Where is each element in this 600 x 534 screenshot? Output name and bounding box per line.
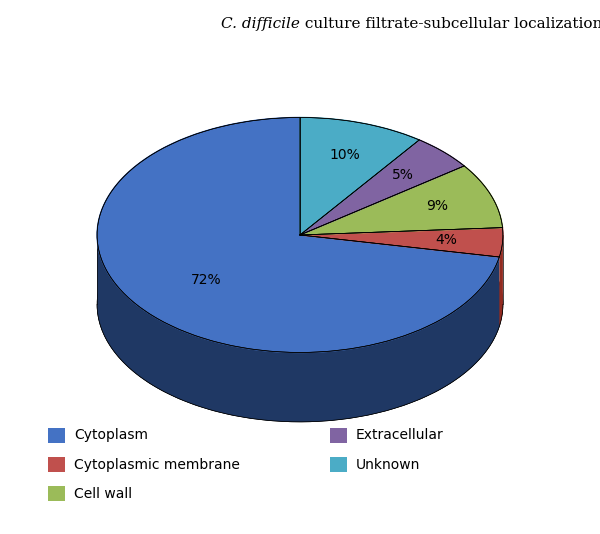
- Text: 4%: 4%: [435, 233, 457, 247]
- Polygon shape: [97, 238, 499, 422]
- Polygon shape: [97, 117, 499, 352]
- Text: 9%: 9%: [427, 199, 448, 213]
- Text: 72%: 72%: [191, 273, 221, 287]
- Text: Cytoplasm: Cytoplasm: [74, 428, 148, 442]
- Text: culture filtrate-subcellular localization: culture filtrate-subcellular localizatio…: [300, 17, 600, 31]
- Text: 10%: 10%: [330, 147, 361, 161]
- Polygon shape: [300, 117, 419, 235]
- Polygon shape: [300, 140, 464, 235]
- Polygon shape: [300, 166, 503, 235]
- Text: 5%: 5%: [392, 168, 414, 182]
- Text: Extracellular: Extracellular: [356, 428, 443, 442]
- Polygon shape: [300, 227, 503, 257]
- Text: Cytoplasmic membrane: Cytoplasmic membrane: [74, 458, 239, 472]
- Polygon shape: [499, 235, 503, 326]
- Ellipse shape: [97, 187, 503, 422]
- Text: C. difficile: C. difficile: [221, 17, 300, 31]
- Text: Cell wall: Cell wall: [74, 487, 132, 501]
- Text: Unknown: Unknown: [356, 458, 420, 472]
